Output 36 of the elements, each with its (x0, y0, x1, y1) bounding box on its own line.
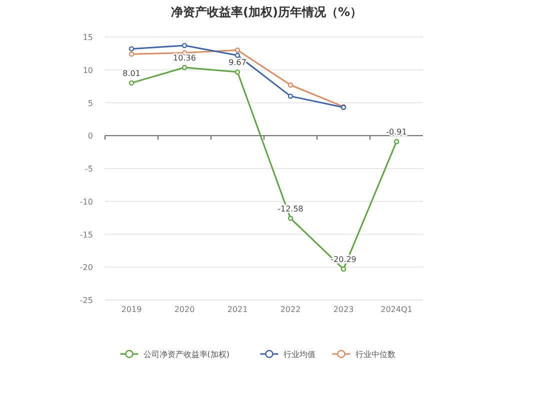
point (288, 94, 294, 99)
point (234, 48, 240, 53)
data-label: 9.67 (228, 58, 246, 68)
point (128, 51, 134, 57)
point (340, 266, 346, 272)
x-tick-label: 2024Q1 (380, 305, 412, 314)
point (128, 46, 134, 52)
y-tick-label: -15 (80, 230, 93, 240)
chart-title: 净资产收益率(加权)历年情况（%） (171, 5, 362, 19)
x-tick-label: 2021 (227, 305, 248, 314)
point (234, 69, 240, 75)
y-tick-label: -10 (80, 197, 93, 206)
point (394, 139, 400, 144)
x-tick-label: 2022 (280, 305, 301, 314)
y-tick-label: 15 (82, 33, 93, 42)
point (128, 80, 134, 86)
data-label: -0.91 (386, 128, 407, 137)
y-tick-label: -20 (80, 263, 93, 272)
data-label: 10.36 (173, 54, 196, 63)
y-tick-label: -5 (85, 164, 93, 174)
x-tick-label: 2020 (174, 305, 195, 314)
x-tick-label: 2023 (333, 305, 354, 314)
point (288, 82, 294, 88)
y-tick-label: 0 (88, 132, 93, 141)
legend-label: 公司净资产收益率(加权) (143, 350, 230, 359)
point (288, 216, 294, 221)
legend-label: 行业中位数 (355, 350, 396, 359)
data-label: 8.01 (122, 68, 140, 78)
y-tick-label: 5 (88, 98, 93, 108)
point (182, 64, 188, 70)
legend-label: 行业均值 (283, 350, 316, 359)
x-tick-label: 2019 (121, 305, 142, 314)
point (182, 42, 188, 48)
point (234, 52, 240, 58)
y-tick-label: 10 (82, 66, 93, 75)
y-tick-label: -25 (80, 296, 93, 305)
